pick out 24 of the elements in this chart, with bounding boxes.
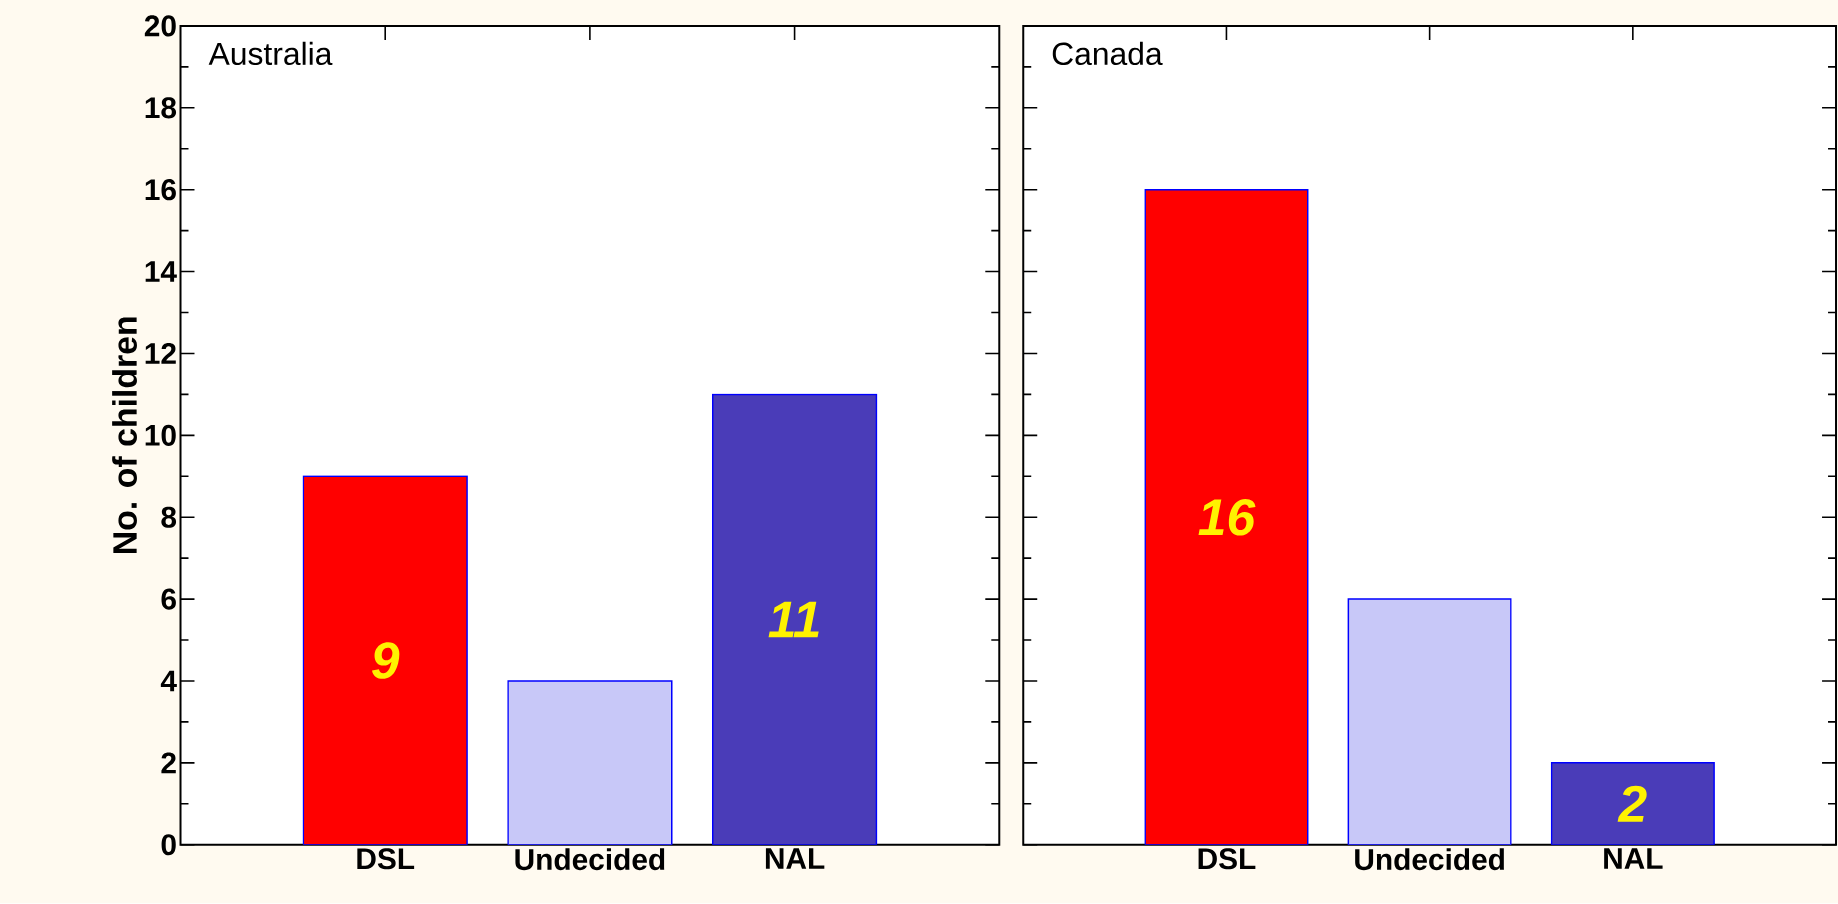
y-axis-title: No. of children	[112, 317, 137, 554]
y-tick-label: 10	[145, 424, 176, 447]
y-tick-label: 12	[145, 343, 176, 365]
x-tick-label: NAL	[1604, 848, 1663, 869]
chart-title: Canada	[1052, 41, 1163, 66]
y-tick-label: 8	[161, 506, 177, 528]
x-tick-label: DSL	[357, 848, 415, 870]
data-label: 11	[768, 601, 819, 638]
x-tick-label: Undecided	[515, 848, 665, 871]
chart-title: Australia	[208, 41, 333, 66]
y-tick-label: 20	[144, 15, 176, 37]
y-tick-label: 14	[145, 261, 177, 283]
x-tick-label: DSL	[1198, 848, 1256, 870]
data-label: 16	[1198, 499, 1256, 536]
y-tick-label: 6	[161, 588, 176, 610]
data-label: 2	[1617, 785, 1647, 823]
y-tick-label: 4	[160, 670, 177, 692]
y-tick-label: 18	[145, 97, 177, 119]
y-tick-label: 2	[161, 752, 176, 774]
y-tick-label: 16	[145, 179, 176, 201]
y-tick-label: 0	[161, 834, 176, 856]
data-label: 9	[372, 642, 400, 679]
x-tick-label: Undecided	[1355, 848, 1504, 871]
x-tick-label: NAL	[765, 848, 825, 869]
